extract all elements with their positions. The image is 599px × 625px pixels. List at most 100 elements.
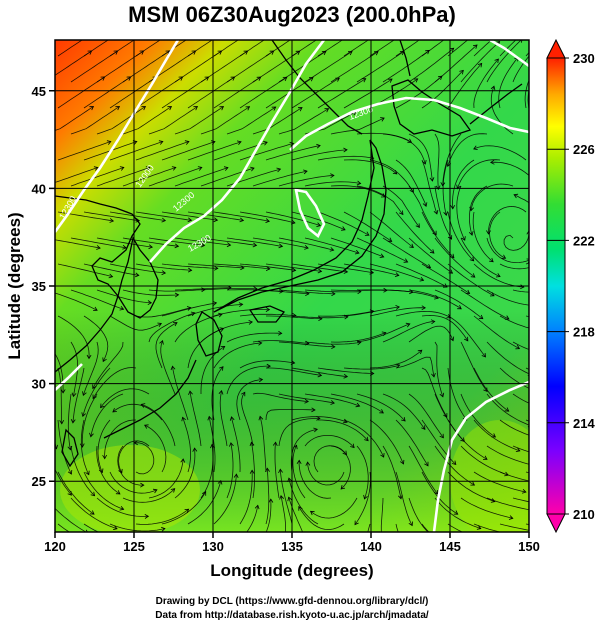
streamline-161: [226, 365, 271, 395]
streamline-92: [148, 237, 205, 246]
streamline-arrow-270: [309, 510, 315, 516]
streamline-arrow-46: [141, 106, 147, 111]
streamline-arrow-197: [329, 247, 335, 252]
streamline-arrow-323: [470, 273, 476, 278]
streamline-arrow-228: [293, 444, 298, 450]
streamline-arrow-192: [308, 77, 314, 82]
streamline-123: [174, 448, 196, 499]
streamline-372: [473, 419, 520, 452]
streamline-arrow-347: [481, 352, 486, 358]
streamline-137: [187, 303, 243, 317]
streamline-arrow-191: [321, 50, 327, 56]
streamline-191: [278, 50, 327, 83]
x-tick-label: 150: [518, 539, 540, 554]
streamline-arrow-12: [60, 389, 66, 394]
streamline-arrow-36: [67, 469, 73, 475]
streamline-411: [539, 342, 547, 343]
streamline-arrow-238: [364, 231, 370, 236]
streamline-arrow-133: [239, 217, 245, 223]
streamline-arrow-82: [160, 526, 166, 532]
streamline-arrow-235: [380, 117, 385, 122]
streamline-367: [486, 289, 529, 306]
warm-core-south: [60, 445, 200, 532]
streamline-344: [460, 237, 501, 277]
streamline-arrow-382: [490, 85, 496, 91]
streamline-359: [486, 40, 522, 83]
x-tick-label: 120: [44, 539, 66, 554]
streamline-arrow-4: [89, 106, 95, 111]
streamline-353: [447, 471, 495, 502]
credit-drawing: Drawing by DCL (https://www.gfd-dennou.o…: [156, 596, 429, 607]
streamline-314: [409, 550, 412, 553]
streamline-arrow-304: [457, 305, 462, 310]
streamline-arrow-51: [134, 272, 140, 278]
streamline-arrow-120: [112, 408, 117, 413]
streamline-167: [246, 505, 259, 532]
streamline-334: [421, 523, 430, 532]
streamline-371: [486, 393, 529, 426]
streamline-175: [239, 211, 295, 224]
streamline-327: [434, 341, 444, 397]
ryukyu-coastline: [103, 359, 197, 439]
streamline-arrow-50: [148, 244, 153, 250]
streamline-378: [513, 25, 519, 30]
streamline-arrow-359: [518, 40, 523, 43]
streamline-arrow-183: [258, 377, 264, 383]
streamline-44: [96, 50, 144, 83]
streamline-303: [395, 263, 448, 288]
streamline-arrow-32: [86, 354, 92, 360]
korea-coastline: [117, 236, 159, 319]
streamline-arrow-206: [258, 415, 264, 421]
streamline-32: [57, 315, 90, 359]
streamline-215: [291, 149, 348, 161]
streamline-248: [313, 445, 347, 473]
streamline-218: [304, 237, 360, 254]
streamline-99: [104, 419, 137, 459]
streamline-216: [304, 181, 361, 187]
streamline-337: [447, 40, 469, 57]
streamline-365: [486, 237, 529, 264]
streamline-220: [304, 289, 361, 293]
streamline-arrow-212: [347, 51, 353, 56]
streamline-297: [395, 75, 443, 109]
y-tick-label: 45: [32, 84, 46, 99]
streamline-arrow-164: [207, 415, 213, 421]
streamline-67: [122, 106, 172, 135]
streamline-200: [266, 315, 322, 320]
streamline-395: [499, 471, 529, 482]
streamline-arrow-122: [144, 424, 149, 429]
streamline-arrow-222: [356, 340, 362, 346]
streamline-arrow-368: [515, 344, 521, 350]
streamline-128: [200, 50, 248, 83]
streamline-arrow-163: [218, 389, 224, 395]
streamline-arrow-296: [449, 47, 455, 53]
streamline-arrow-18: [85, 529, 88, 532]
streamline-arrow-370: [504, 407, 510, 412]
streamline-349: [447, 367, 468, 421]
streamline-arrow-77: [89, 432, 94, 438]
hokkaido-coastline: [391, 79, 472, 137]
streamline-112: [161, 211, 218, 221]
streamline-arrow-111: [223, 166, 229, 171]
streamline-arrow-57: [85, 470, 90, 476]
streamline-arrow-118: [172, 322, 178, 327]
colorbar: 230 226 222 218 214 210: [546, 38, 595, 534]
streamline-arrow-67: [167, 106, 173, 111]
streamline-arrow-239: [379, 253, 385, 258]
streamline-arrow-340: [440, 182, 446, 187]
streamline-arrow-226: [350, 443, 355, 449]
streamline-131: [187, 141, 242, 161]
streamline-109: [174, 106, 224, 135]
streamline-341: [442, 159, 449, 216]
streamline-arrow-92: [200, 242, 206, 248]
streamline-8: [55, 239, 101, 249]
streamline-267: [343, 419, 385, 458]
streamline-arrow-55: [70, 419, 76, 424]
streamline-arrow-71: [174, 243, 180, 249]
gridlines: [55, 40, 529, 532]
streamline-arrow-264: [405, 322, 411, 328]
streamline-13: [32, 368, 34, 371]
streamline-arrow-165: [229, 442, 234, 447]
streamline-arrow-229: [278, 468, 283, 474]
streamline-347: [447, 315, 486, 358]
